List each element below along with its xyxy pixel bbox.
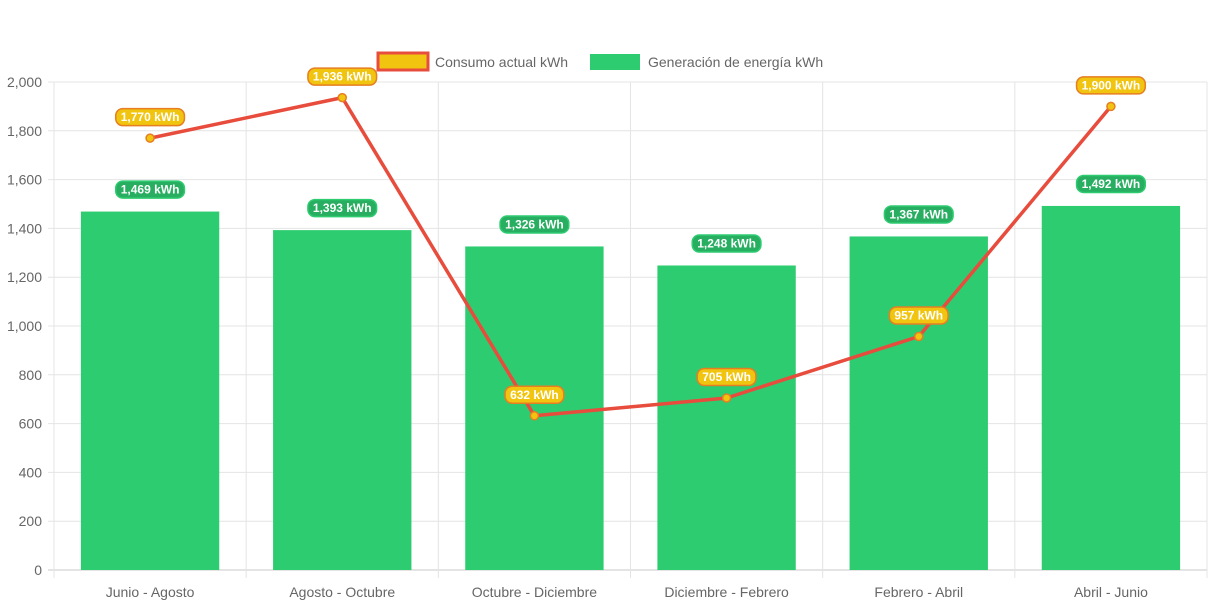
legend-label-consumo[interactable]: Consumo actual kWh: [435, 54, 568, 70]
data-label-generacion-text: 1,469 kWh: [121, 183, 180, 197]
line-layer: [145, 92, 1116, 421]
data-label-generacion: 1,393 kWh: [307, 198, 378, 218]
data-label-consumo: 1,770 kWh: [114, 107, 186, 127]
data-label-generacion-bg: [499, 215, 570, 234]
data-label-generacion: 1,326 kWh: [499, 215, 570, 234]
x-tick-label: Octubre - Diciembre: [472, 584, 597, 600]
data-label-generacion-text: 1,492 kWh: [1082, 177, 1141, 191]
data-label-consumo-bg: [504, 385, 565, 405]
point-consumo[interactable]: [145, 133, 155, 143]
data-label-consumo: 1,936 kWh: [307, 67, 378, 86]
y-tick-label: 1,600: [7, 172, 42, 188]
point-consumo[interactable]: [914, 331, 924, 342]
y-tick-label: 2,000: [7, 74, 42, 90]
x-tick-label: Agosto - Octubre: [289, 584, 395, 600]
data-label-generacion-text: 1,326 kWh: [505, 217, 564, 231]
data-label-consumo-text: 1,900 kWh: [1082, 78, 1141, 92]
y-tick-label: 1,200: [7, 269, 42, 285]
bar-generacion[interactable]: [1041, 205, 1181, 570]
y-tick-label: 0: [34, 562, 42, 578]
bar-generacion[interactable]: [849, 236, 988, 570]
y-tick-label: 1,000: [7, 318, 42, 334]
data-label-generacion-text: 1,393 kWh: [313, 201, 372, 215]
data-label-generacion: 1,469 kWh: [114, 180, 186, 199]
bar-generacion[interactable]: [657, 265, 796, 570]
legend: Consumo actual kWh Generación de energía…: [376, 51, 823, 72]
y-tick-label: 400: [19, 464, 43, 480]
data-label-consumo-bg: [1075, 76, 1147, 95]
data-label-consumo-text: 632 kWh: [510, 388, 559, 402]
y-tick-label: 800: [19, 367, 43, 383]
x-tick-label: Diciembre - Febrero: [664, 584, 789, 600]
data-label-generacion-bg: [691, 234, 762, 253]
x-tick-label: Abril - Junio: [1074, 584, 1148, 600]
data-label-consumo-text: 705 kWh: [702, 370, 751, 384]
data-label-generacion-bg: [114, 180, 186, 199]
data-label-consumo: 705 kWh: [696, 367, 757, 387]
line-consumo: [148, 95, 1113, 418]
data-label-generacion-bg: [307, 198, 378, 218]
data-label-generacion-text: 1,248 kWh: [697, 236, 756, 250]
axis-layer: 0 200 400 600 800 1,000 1,200 1,400 1,600 1,800 2,…: [7, 74, 1148, 600]
grid-layer: [48, 81, 1208, 578]
y-tick-label: 600: [19, 416, 43, 432]
bar-generacion[interactable]: [80, 211, 220, 570]
y-tick-label: 1,400: [7, 220, 42, 236]
bar-generacion[interactable]: [273, 230, 412, 570]
x-tick-label: Junio - Agosto: [106, 584, 195, 600]
legend-label-generacion[interactable]: Generación de energía kWh: [648, 54, 823, 70]
bar-layer: [80, 205, 1181, 570]
point-consumo[interactable]: [1106, 101, 1116, 112]
data-label-consumo: 957 kWh: [888, 306, 949, 325]
data-label-generacion-bg: [1075, 174, 1147, 194]
y-tick-label: 200: [19, 513, 43, 529]
data-label-generacion: 1,367 kWh: [883, 205, 954, 224]
data-label-generacion-bg: [883, 205, 954, 224]
data-label-consumo: 632 kWh: [504, 385, 565, 405]
data-label-consumo: 1,900 kWh: [1075, 76, 1147, 95]
data-label-consumo-text: 1,936 kWh: [313, 70, 372, 84]
data-label-consumo-text: 1,770 kWh: [121, 110, 180, 124]
legend-swatch-consumo[interactable]: [376, 51, 430, 72]
data-label-consumo-bg: [696, 367, 757, 387]
data-label-generacion: 1,492 kWh: [1075, 174, 1147, 194]
point-consumo[interactable]: [529, 411, 540, 421]
data-label-consumo-bg: [307, 67, 378, 86]
y-tick-label: 1,800: [7, 123, 42, 139]
data-label-generacion: 1,248 kWh: [691, 234, 762, 253]
legend-swatch-generacion[interactable]: [590, 54, 640, 70]
bar-generacion[interactable]: [465, 246, 604, 570]
point-consumo[interactable]: [721, 393, 732, 403]
data-label-layer: 1,469 kWh 1,393 kWh 1,326 kWh 1,248 kWh 1,36…: [114, 67, 1147, 405]
data-label-generacion-text: 1,367 kWh: [889, 207, 948, 221]
point-consumo[interactable]: [337, 92, 347, 103]
data-label-consumo-bg: [114, 107, 186, 127]
data-label-consumo-text: 957 kWh: [894, 308, 943, 322]
x-tick-label: Febrero - Abril: [874, 584, 963, 600]
data-label-consumo-bg: [888, 306, 949, 325]
